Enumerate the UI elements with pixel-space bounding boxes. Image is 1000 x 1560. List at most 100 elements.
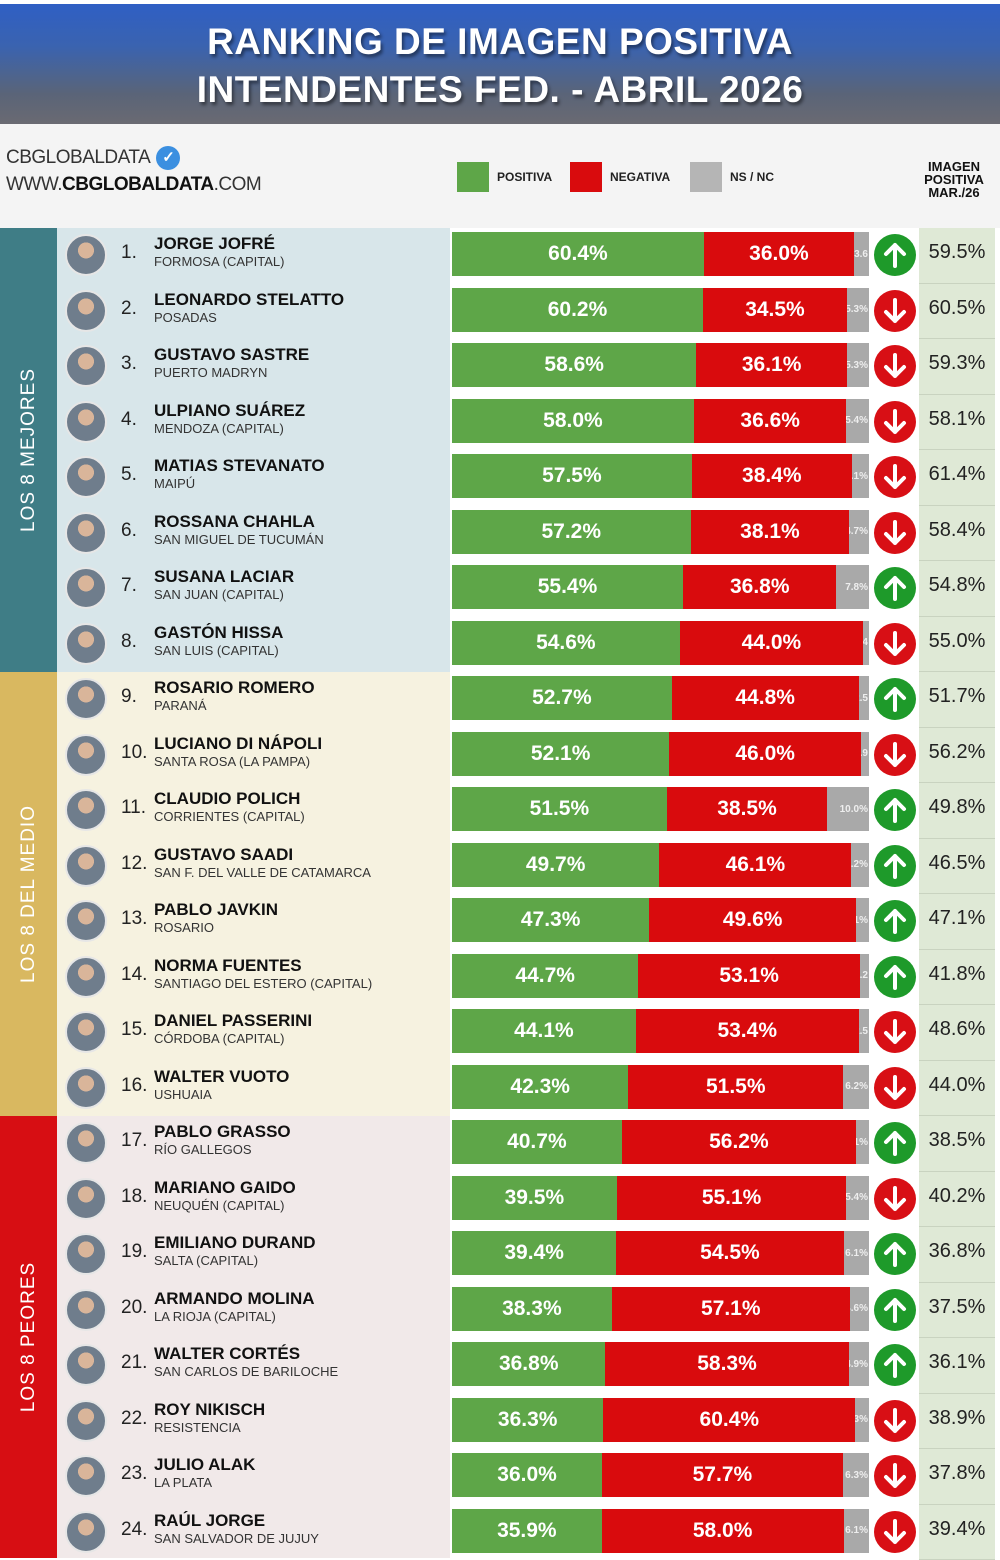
avatar — [65, 567, 107, 609]
avatar — [65, 1178, 107, 1220]
stacked-bar: 36.8% 58.3% 4.9% — [452, 1342, 869, 1386]
ranking-row: 8. GASTÓN HISSA SAN LUIS (CAPITAL) 54.6%… — [57, 617, 1000, 673]
bar-positiva: 36.3% — [452, 1398, 603, 1442]
bar-negativa: 51.5% — [628, 1065, 843, 1109]
city-name: SAN LUIS (CAPITAL) — [154, 643, 279, 658]
rank-number: 24. — [121, 1519, 147, 1541]
previous-month-value: 40.2% — [919, 1172, 995, 1228]
city-name: RÍO GALLEGOS — [154, 1142, 252, 1157]
previous-month-value: 51.7% — [919, 672, 995, 728]
previous-month-value: 38.5% — [919, 1116, 995, 1172]
avatar — [65, 845, 107, 887]
previous-month-value: 61.4% — [919, 450, 995, 506]
avatar — [65, 1122, 107, 1164]
avatar — [65, 1289, 107, 1331]
bar-positiva: 60.2% — [452, 288, 703, 332]
city-name: SANTIAGO DEL ESTERO (CAPITAL) — [154, 976, 372, 991]
previous-month-value: 37.8% — [919, 1449, 995, 1505]
rank-number: 15. — [121, 1019, 147, 1041]
bar-nsnc: 5.4% — [846, 399, 869, 443]
city-name: SAN CARLOS DE BARILOCHE — [154, 1364, 338, 1379]
city-name: USHUAIA — [154, 1087, 212, 1102]
ranking-row: 4. ULPIANO SUÁREZ MENDOZA (CAPITAL) 58.0… — [57, 395, 1000, 451]
bar-positiva: 57.5% — [452, 454, 692, 498]
city-name: FORMOSA (CAPITAL) — [154, 254, 285, 269]
avatar — [65, 1344, 107, 1386]
bar-negativa: 34.5% — [703, 288, 847, 332]
ranking-row: 2. LEONARDO STELATTO POSADAS 60.2% 34.5%… — [57, 284, 1000, 340]
mayor-name: ARMANDO MOLINA — [154, 1289, 315, 1309]
mayor-name: JULIO ALAK — [154, 1455, 255, 1475]
stacked-bar: 55.4% 36.8% 7.8% — [452, 565, 869, 609]
bar-negativa: 60.4% — [603, 1398, 855, 1442]
stacked-bar: 52.1% 46.0% 1.9 — [452, 732, 869, 776]
bar-nsnc: 3.6 — [854, 232, 869, 276]
bar-positiva: 40.7% — [452, 1120, 622, 1164]
arrow-up-icon — [874, 678, 916, 720]
bar-negativa: 36.1% — [696, 343, 847, 387]
bar-positiva: 42.3% — [452, 1065, 628, 1109]
avatar — [65, 1011, 107, 1053]
mayor-name: ULPIANO SUÁREZ — [154, 401, 305, 421]
rank-number: 6. — [121, 520, 137, 542]
bar-positiva: 52.1% — [452, 732, 669, 776]
mayor-name: LEONARDO STELATTO — [154, 290, 344, 310]
bar-positiva: 36.0% — [452, 1453, 602, 1497]
bar-positiva: 60.4% — [452, 232, 704, 276]
arrow-down-icon — [874, 290, 916, 332]
bar-positiva: 36.8% — [452, 1342, 605, 1386]
bar-positiva: 51.5% — [452, 787, 667, 831]
mayor-name: PABLO JAVKIN — [154, 900, 278, 920]
bar-negativa: 46.0% — [669, 732, 861, 776]
arrow-up-icon — [874, 1289, 916, 1331]
group-label-peores: LOS 8 PEORES — [0, 1116, 57, 1558]
bar-negativa: 36.6% — [694, 399, 847, 443]
ranking-row: 14. NORMA FUENTES SANTIAGO DEL ESTERO (C… — [57, 950, 1000, 1006]
bar-negativa: 38.1% — [691, 510, 850, 554]
rank-number: 8. — [121, 631, 137, 653]
mayor-name: WALTER CORTÉS — [154, 1344, 300, 1364]
legend-swatch-negativa — [570, 162, 602, 192]
city-name: SALTA (CAPITAL) — [154, 1253, 258, 1268]
ranking-row: 10. LUCIANO DI NÁPOLI SANTA ROSA (LA PAM… — [57, 728, 1000, 784]
city-name: SAN JUAN (CAPITAL) — [154, 587, 284, 602]
legend-swatch-nsnc — [690, 162, 722, 192]
rank-number: 4. — [121, 409, 137, 431]
avatar — [65, 1511, 107, 1553]
bar-positiva: 49.7% — [452, 843, 659, 887]
brand-website[interactable]: WWW.CBGLOBALDATA.COM — [6, 174, 261, 196]
bar-positiva: 39.5% — [452, 1176, 617, 1220]
rank-number: 14. — [121, 964, 147, 986]
avatar — [65, 512, 107, 554]
avatar — [65, 234, 107, 276]
bar-nsnc: 6.1% — [844, 1509, 869, 1553]
city-name: ROSARIO — [154, 920, 214, 935]
title-line-2: INTENDENTES FED. - ABRIL 2026 — [0, 66, 1000, 114]
rank-number: 7. — [121, 575, 137, 597]
stacked-bar: 44.7% 53.1% 2.2 — [452, 954, 869, 998]
arrow-down-icon — [874, 1400, 916, 1442]
ranking-row: 9. ROSARIO ROMERO PARANÁ 52.7% 44.8% 2.5… — [57, 672, 1000, 728]
bar-negativa: 55.1% — [617, 1176, 847, 1220]
bar-negativa: 46.1% — [659, 843, 851, 887]
bar-negativa: 58.0% — [602, 1509, 844, 1553]
previous-month-value: 47.1% — [919, 894, 995, 950]
avatar — [65, 1067, 107, 1109]
previous-month-value: 58.1% — [919, 395, 995, 451]
bar-negativa: 38.5% — [667, 787, 828, 831]
previous-month-value: 58.4% — [919, 506, 995, 562]
ranking-row: 3. GUSTAVO SASTRE PUERTO MADRYN 58.6% 36… — [57, 339, 1000, 395]
rank-number: 1. — [121, 242, 137, 264]
verified-badge-icon: ✓ — [156, 146, 180, 170]
previous-month-value: 41.8% — [919, 950, 995, 1006]
legend-nsnc: NS / NC — [690, 162, 774, 192]
mayor-name: GUSTAVO SAADI — [154, 845, 293, 865]
arrow-down-icon — [874, 1455, 916, 1497]
mayor-name: GUSTAVO SASTRE — [154, 345, 309, 365]
ranking-row: 16. WALTER VUOTO USHUAIA 42.3% 51.5% 6.2… — [57, 1061, 1000, 1117]
stacked-bar: 36.0% 57.7% 6.3% — [452, 1453, 869, 1497]
arrow-up-icon — [874, 900, 916, 942]
bar-positiva: 47.3% — [452, 898, 649, 942]
group-label-medio: LOS 8 DEL MEDIO — [0, 672, 57, 1116]
city-name: CORRIENTES (CAPITAL) — [154, 809, 305, 824]
